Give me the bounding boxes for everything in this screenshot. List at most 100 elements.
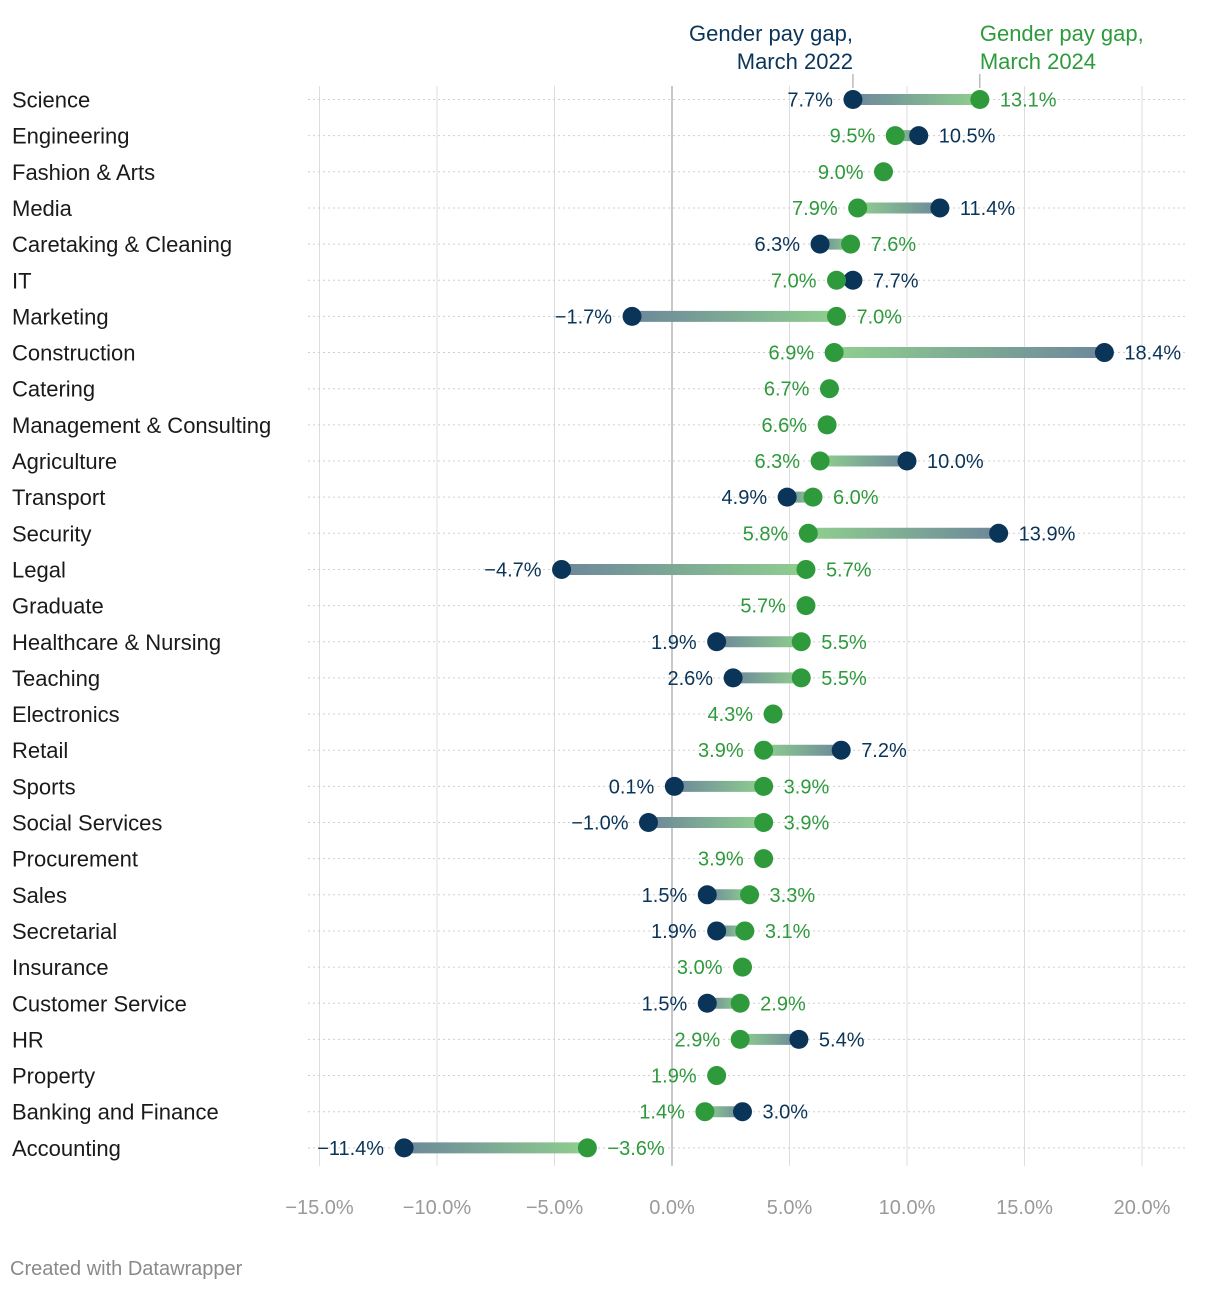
value-label-2024: 5.7% <box>826 559 872 581</box>
dot-2024 <box>754 776 774 796</box>
value-label-2022: 1.9% <box>651 921 697 943</box>
value-label-2024: 7.6% <box>871 234 917 256</box>
dot-2024 <box>885 126 905 146</box>
value-label-2022: 7.2% <box>861 740 907 762</box>
value-label-2024: 13.1% <box>1000 90 1057 112</box>
category-label: Legal <box>12 557 66 582</box>
dot-2024 <box>841 234 861 254</box>
legend-label-2022: March 2022 <box>737 49 853 74</box>
category-label: Media <box>12 196 73 221</box>
dot-2024 <box>730 993 750 1013</box>
value-label-2024: 6.7% <box>764 379 810 401</box>
value-label-2024: 5.7% <box>740 596 786 618</box>
value-label-2024: 4.3% <box>707 704 753 726</box>
dot-2024 <box>740 885 760 905</box>
dot-2024 <box>763 704 783 724</box>
value-label-2022: 5.4% <box>819 1029 865 1051</box>
dot-2024 <box>577 1138 597 1158</box>
value-label-2024: 5.5% <box>821 632 867 654</box>
value-label-2024: −3.6% <box>607 1138 664 1160</box>
value-label-2024: 5.5% <box>821 668 867 690</box>
value-label-2024: 9.5% <box>830 126 876 148</box>
category-label: Sales <box>12 883 67 908</box>
dot-2024 <box>827 306 846 326</box>
dot-2024 <box>810 451 830 471</box>
dot-2022 <box>707 632 727 652</box>
value-label-2024: 7.0% <box>857 306 903 328</box>
category-label: Electronics <box>12 702 120 727</box>
category-label: Science <box>12 88 90 113</box>
dot-2022 <box>394 1138 414 1158</box>
dot-2022 <box>552 559 572 579</box>
dot-2022 <box>930 198 950 218</box>
value-label-2022: 10.0% <box>927 451 984 473</box>
category-label: Procurement <box>12 847 138 872</box>
value-label-2022: −1.0% <box>571 813 628 835</box>
x-tick-label: 0.0% <box>649 1197 695 1219</box>
dot-2022 <box>697 993 717 1013</box>
dot-2022 <box>697 885 717 905</box>
dot-2022 <box>622 306 642 326</box>
plot-rows: Science 7.7% 13.1% Engineering 10.5% 9.5% Fash… <box>12 88 1181 1161</box>
value-label-2024: 6.3% <box>754 451 800 473</box>
credit-text: Created with Datawrapper <box>10 1258 243 1280</box>
x-tick-label: −10.0% <box>403 1197 472 1219</box>
category-label: Sports <box>12 774 76 799</box>
category-label: Secretarial <box>12 919 117 944</box>
value-label-2022: 1.5% <box>642 993 688 1015</box>
dot-2022 <box>1094 343 1114 363</box>
dot-2024 <box>827 270 846 290</box>
dot-2022 <box>897 451 917 471</box>
dot-2022 <box>723 668 743 688</box>
value-label-2022: 1.5% <box>642 885 688 907</box>
dumbbell-chart: Science 7.7% 13.1% Engineering 10.5% 9.5% Fash… <box>12 21 1188 1219</box>
value-label-2024: 3.0% <box>677 957 723 979</box>
value-label-2022: 10.5% <box>939 126 996 148</box>
dot-2022 <box>789 1029 809 1049</box>
dot-2024 <box>874 162 893 182</box>
dot-2024 <box>695 1102 715 1122</box>
legend: Gender pay gap, March 2022 Gender pay gap,… <box>689 21 1144 88</box>
value-label-2022: 7.7% <box>873 270 919 292</box>
x-tick-label: 10.0% <box>879 1197 936 1219</box>
value-label-2022: 1.9% <box>651 632 697 654</box>
category-label: Engineering <box>12 124 129 149</box>
category-label: Transport <box>12 485 105 510</box>
value-label-2024: 6.6% <box>762 415 808 437</box>
category-label: Customer Service <box>12 991 187 1016</box>
legend-label-2022: Gender pay gap, <box>689 21 853 46</box>
dot-2022 <box>843 90 863 109</box>
dot-2024 <box>707 1066 727 1086</box>
dot-2024 <box>733 957 752 977</box>
dot-2022 <box>733 1102 752 1122</box>
dot-2024 <box>970 90 990 109</box>
value-label-2024: 5.8% <box>743 523 789 545</box>
value-label-2024: 3.9% <box>698 849 744 871</box>
dot-2024 <box>824 343 844 363</box>
dot-2024 <box>735 921 755 941</box>
value-label-2024: 9.0% <box>818 162 864 184</box>
dot-2024 <box>848 198 868 218</box>
value-label-2022: 3.0% <box>763 1102 809 1124</box>
category-label: Security <box>12 521 91 546</box>
dot-2024 <box>819 379 839 399</box>
value-label-2024: 2.9% <box>675 1029 721 1051</box>
value-label-2022: 6.3% <box>754 234 800 256</box>
value-label-2024: 3.9% <box>784 776 830 798</box>
dot-2024 <box>754 849 774 869</box>
dot-2022 <box>909 126 929 146</box>
dot-2022 <box>777 487 797 507</box>
value-label-2024: 3.9% <box>698 740 744 762</box>
legend-label-2024: March 2024 <box>980 49 1096 74</box>
category-label: Accounting <box>12 1136 121 1161</box>
dot-2022 <box>810 234 830 254</box>
x-tick-label: 15.0% <box>996 1197 1053 1219</box>
category-label: IT <box>12 268 32 293</box>
dot-2022 <box>639 813 658 832</box>
category-label: HR <box>12 1027 44 1052</box>
value-label-2022: 11.4% <box>960 198 1015 220</box>
value-label-2022: −1.7% <box>555 306 612 328</box>
category-label: Social Services <box>12 811 162 836</box>
dot-2024 <box>754 813 774 832</box>
dot-2024 <box>817 415 837 435</box>
